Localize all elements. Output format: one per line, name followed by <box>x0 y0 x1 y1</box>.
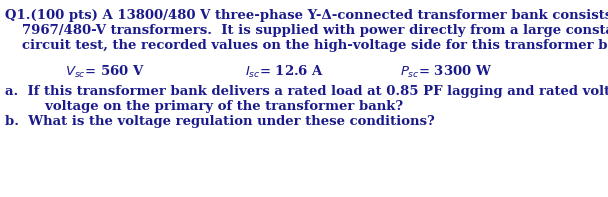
Text: a.  If this transformer bank delivers a rated load at 0.85 PF lagging and rated : a. If this transformer bank delivers a r… <box>5 85 608 98</box>
Text: $V_{sc}$= 560 V: $V_{sc}$= 560 V <box>65 64 145 80</box>
Text: 7967/480-V transformers.  It is supplied with power directly from a large consta: 7967/480-V transformers. It is supplied … <box>22 24 608 37</box>
Text: voltage on the primary of the transformer bank?: voltage on the primary of the transforme… <box>22 100 403 113</box>
Text: Q1.(100 pts) A 13800/480 V three-phase Y-Δ-connected transformer bank consists o: Q1.(100 pts) A 13800/480 V three-phase Y… <box>5 9 608 22</box>
Text: $P_{sc}$= 3300 W: $P_{sc}$= 3300 W <box>400 64 492 80</box>
Text: b.  What is the voltage regulation under these conditions?: b. What is the voltage regulation under … <box>5 115 435 128</box>
Text: circuit test, the recorded values on the high-voltage side for this transformer : circuit test, the recorded values on the… <box>22 39 608 52</box>
Text: $I_{sc}$= 12.6 A: $I_{sc}$= 12.6 A <box>245 64 324 80</box>
